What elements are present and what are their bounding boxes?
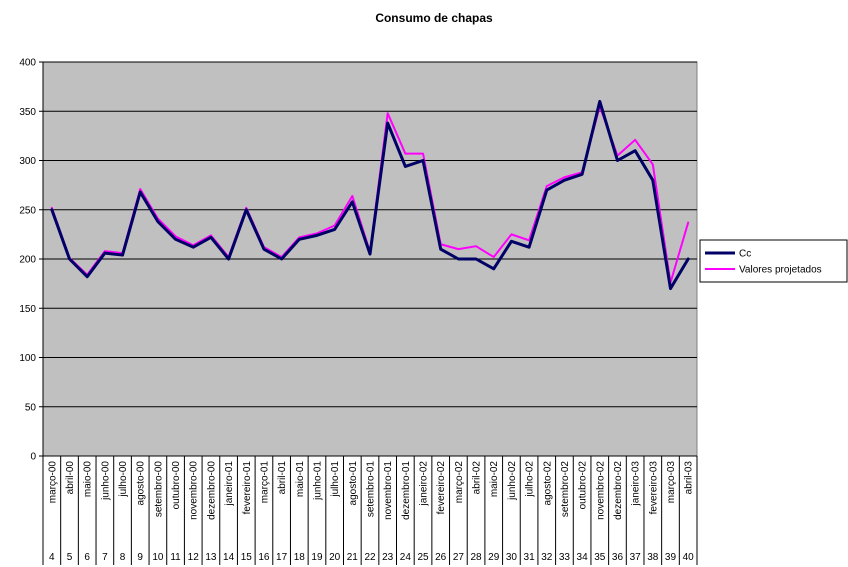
x-category-number: 29 <box>488 552 500 563</box>
x-tick-label: dezembro-01 <box>401 461 412 520</box>
x-tick-label: março-02 <box>454 461 465 504</box>
x-category-number: 23 <box>382 552 394 563</box>
x-category-number: 35 <box>594 552 606 563</box>
x-category-number: 25 <box>417 552 429 563</box>
x-tick-label: outubro-00 <box>171 461 182 510</box>
x-category-number: 9 <box>137 552 143 563</box>
x-tick-label: fevereiro-01 <box>242 461 253 515</box>
legend: Cc Valores projetados <box>699 239 848 283</box>
x-category-number: 14 <box>223 552 235 563</box>
x-category-number: 33 <box>559 552 571 563</box>
x-category-number: 4 <box>49 552 55 563</box>
y-tick-label: 200 <box>19 255 36 266</box>
x-category-number: 40 <box>683 552 695 563</box>
x-category-number: 38 <box>647 552 659 563</box>
x-tick-label: maio-01 <box>295 461 306 498</box>
x-tick-label: junho-02 <box>507 461 518 501</box>
x-category-number: 12 <box>188 552 200 563</box>
y-tick-label: 250 <box>19 205 36 216</box>
x-tick-label: novembro-00 <box>189 461 200 520</box>
y-tick-label: 0 <box>30 452 36 463</box>
x-category-number: 6 <box>84 552 90 563</box>
chart-title: Consumo de chapas <box>375 11 493 25</box>
x-tick-label: março-00 <box>47 461 58 504</box>
x-category-number: 19 <box>311 552 323 563</box>
x-tick-label: maio-02 <box>489 461 500 498</box>
x-category-number: 39 <box>665 552 677 563</box>
x-category-number: 18 <box>294 552 306 563</box>
x-tick-label: novembro-02 <box>595 461 606 520</box>
x-tick-label: julho-00 <box>118 461 129 498</box>
legend-box <box>699 239 848 283</box>
x-tick-label: julho-01 <box>330 461 341 498</box>
x-tick-label: abril-00 <box>65 461 76 495</box>
y-tick-label: 100 <box>19 353 36 364</box>
plot-area: 0 50 100 150 200 250 300 350 400 março-00 abril-00… <box>19 58 698 565</box>
x-category-number: 36 <box>612 552 624 563</box>
x-tick-label: abril-03 <box>684 461 695 495</box>
x-category-number: 34 <box>577 552 589 563</box>
x-tick-label: fevereiro-03 <box>648 461 659 515</box>
x-category-number: 5 <box>67 552 73 563</box>
x-category-number: 22 <box>364 552 376 563</box>
x-category-number: 32 <box>541 552 553 563</box>
x-tick-label: dezembro-02 <box>613 461 624 520</box>
x-tick-label: junho-00 <box>100 461 111 501</box>
x-tick-label: julho-02 <box>525 461 536 498</box>
x-category-number: 20 <box>329 552 341 563</box>
x-tick-label: janeiro-01 <box>224 461 235 507</box>
x-category-number: 11 <box>170 552 181 563</box>
x-category-number: 15 <box>241 552 253 563</box>
y-tick-label: 50 <box>25 402 37 413</box>
y-tick-label: 400 <box>19 58 36 69</box>
x-tick-label: agosto-01 <box>348 461 359 506</box>
x-category-number: 24 <box>400 552 412 563</box>
x-tick-label: janeiro-02 <box>419 461 430 507</box>
x-category-number: 17 <box>276 552 288 563</box>
x-category-number: 21 <box>347 552 359 563</box>
x-category-number: 27 <box>453 552 465 563</box>
legend-label: Cc <box>739 249 751 260</box>
x-tick-label: fevereiro-02 <box>436 461 447 515</box>
x-tick-label: março-03 <box>666 461 677 504</box>
x-category-number: 26 <box>435 552 447 563</box>
x-category-number: 16 <box>258 552 270 563</box>
y-tick-label: 350 <box>19 107 36 118</box>
x-tick-label: novembro-01 <box>383 461 394 520</box>
x-category-number: 8 <box>120 552 126 563</box>
y-tick-label: 300 <box>19 156 36 167</box>
x-category-number: 31 <box>524 552 536 563</box>
x-tick-label: abril-01 <box>277 461 288 495</box>
series-line-cc <box>50 99 690 291</box>
x-category-number: 7 <box>102 552 108 563</box>
x-tick-label: setembro-01 <box>366 461 377 518</box>
x-category-number: 30 <box>506 552 518 563</box>
x-category-number: 13 <box>205 552 217 563</box>
x-tick-label: agosto-02 <box>542 461 553 506</box>
x-tick-label: agosto-00 <box>136 461 147 506</box>
x-tick-label: janeiro-03 <box>631 461 642 507</box>
x-category-number: 10 <box>152 552 164 563</box>
legend-label: Valores projetados <box>739 265 822 276</box>
x-category-number: 37 <box>630 552 642 563</box>
x-tick-label: setembro-00 <box>153 461 164 518</box>
x-tick-label: março-01 <box>259 461 270 504</box>
x-tick-label: abril-02 <box>472 461 483 495</box>
x-tick-label: junho-01 <box>312 461 323 501</box>
x-tick-label: dezembro-00 <box>206 461 217 520</box>
x-category-number: 28 <box>470 552 482 563</box>
y-tick-label: 150 <box>19 304 36 315</box>
x-tick-label: maio-00 <box>83 461 94 498</box>
x-tick-label: outubro-02 <box>578 461 589 510</box>
x-tick-label: setembro-02 <box>560 461 571 518</box>
